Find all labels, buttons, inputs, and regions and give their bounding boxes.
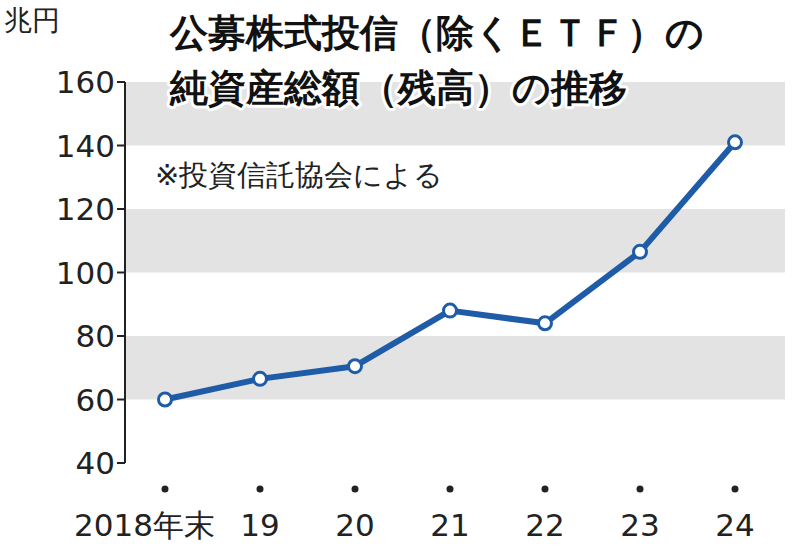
- y-tick: [117, 81, 125, 83]
- title-line: 純資産総額（残高）の推移: [169, 66, 627, 110]
- y-tick-label: 140: [56, 128, 115, 164]
- x-tick-label: 24: [715, 507, 754, 543]
- x-tick: [732, 486, 739, 493]
- y-tick: [117, 272, 125, 274]
- x-tick-label: 21: [430, 507, 469, 543]
- y-axis-label: 兆円: [4, 4, 60, 37]
- x-tick: [447, 486, 454, 493]
- title: 公募株式投信（除くＥＴＦ）の純資産総額（残高）の推移: [169, 11, 704, 110]
- y-tick: [117, 399, 125, 401]
- x-tick: [162, 486, 169, 493]
- point: [254, 372, 267, 385]
- point: [729, 136, 742, 149]
- x-tick-label: 22: [525, 507, 564, 543]
- y-tick-label: 120: [56, 191, 115, 227]
- line: [165, 142, 735, 399]
- y-tick: [117, 462, 125, 464]
- grid: [125, 82, 785, 400]
- x-axis: 2018年末 19 20 21 22 23 24: [74, 486, 755, 544]
- annotation: ※投資信託協会による: [155, 158, 443, 192]
- chart: 40 60 80 100 120 140 160 兆円 2018年末 19 20 21 22 23 24 公募…: [0, 0, 800, 546]
- x-tick: [352, 486, 359, 493]
- grid-band: [125, 209, 785, 273]
- x-tick-label: 19: [240, 507, 279, 543]
- point: [349, 360, 362, 373]
- y-axis: 40 60 80 100 120 140 160: [56, 64, 125, 481]
- x-tick-label: 2018年末: [74, 507, 215, 543]
- x-tick: [257, 486, 264, 493]
- series: [159, 136, 742, 406]
- point: [159, 393, 172, 406]
- grid-band: [125, 336, 785, 400]
- y-tick: [117, 335, 125, 337]
- x-tick: [542, 486, 549, 493]
- y-tick-label: 160: [56, 64, 115, 100]
- y-tick-label: 100: [56, 255, 115, 291]
- point: [444, 304, 457, 317]
- point: [539, 317, 552, 330]
- point: [634, 245, 647, 258]
- x-tick-label: 23: [620, 507, 659, 543]
- x-tick: [637, 486, 644, 493]
- x-tick-label: 20: [335, 507, 374, 543]
- y-tick-label: 80: [76, 318, 115, 354]
- y-tick-label: 60: [76, 382, 115, 418]
- y-tick: [117, 145, 125, 147]
- y-tick: [117, 208, 125, 210]
- title-line: 公募株式投信（除くＥＴＦ）の: [169, 11, 704, 55]
- y-tick-label: 40: [76, 445, 115, 481]
